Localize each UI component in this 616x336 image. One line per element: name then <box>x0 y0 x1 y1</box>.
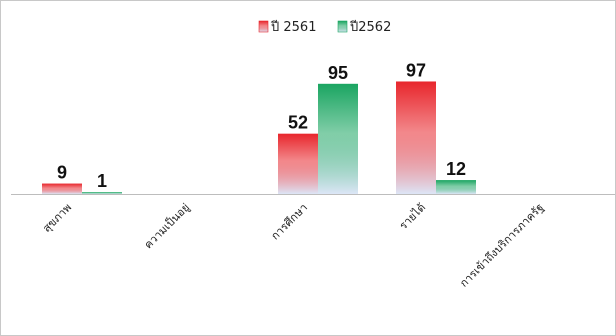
legend-swatch-2 <box>337 20 348 33</box>
bar-2-1 <box>82 192 122 194</box>
bar-2-3 <box>318 83 358 194</box>
data-label-1-3: 52 <box>288 113 308 133</box>
data-label-1-4: 97 <box>406 60 426 80</box>
x-tick-label-4: รายได้ <box>397 201 428 232</box>
value-labels: 9 1 52 95 97 12 <box>57 60 466 191</box>
legend-label-1: ปี 2561 <box>270 19 316 35</box>
legend: ปี 2561 ปี2562 <box>258 19 391 35</box>
x-tick-label-2: ความเป็นอยู่ <box>141 200 192 251</box>
bar-1-3 <box>278 133 318 194</box>
data-label-2-1: 1 <box>97 171 107 191</box>
legend-label-2: ปี2562 <box>349 19 391 35</box>
data-label-2-4: 12 <box>446 159 466 179</box>
bar-2-4 <box>436 180 476 194</box>
legend-swatch-1 <box>258 20 269 33</box>
data-label-2-3: 95 <box>328 63 348 83</box>
x-tick-label-1: สุขภาพ <box>40 201 74 235</box>
bar-1-1 <box>42 183 82 194</box>
bar-1-4 <box>396 81 436 194</box>
x-tick-label-5: การเข้าถึงบริการภาครัฐ <box>457 201 546 290</box>
x-tick-labels: สุขภาพ ความเป็นอยู่ การศึกษา รายได้ การเข้าถ… <box>40 200 546 290</box>
data-label-1-1: 9 <box>57 163 67 183</box>
bars <box>42 81 476 194</box>
x-tick-label-3: การศึกษา <box>269 201 311 243</box>
